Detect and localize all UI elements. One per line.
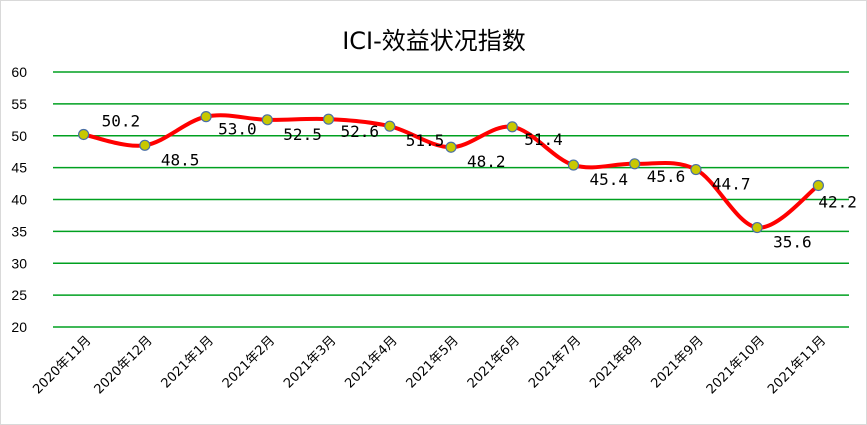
gridlines [53,71,849,328]
y-tick-label: 20 [11,319,27,335]
x-tick-label: 2021年11月 [765,333,829,397]
data-labels: 50.2 48.5 53.0 52.5 52.6 51.5 48.2 51.4 45.4 45.6… [102,111,857,251]
x-tick-label: 2021年2月 [220,333,278,391]
x-tick-label: 2021年7月 [526,333,584,391]
data-point [690,163,702,176]
y-tick-label: 30 [11,255,27,271]
data-point [78,128,90,141]
y-tick-label: 55 [11,96,27,112]
series-markers [78,111,824,234]
y-tick-label: 45 [11,160,27,176]
chart-title: ICI-效益状况指数 [342,27,526,55]
data-label: 42.2 [818,192,857,211]
x-tick-label: 2020年11月 [30,333,94,397]
y-tick-label: 50 [11,128,27,144]
data-label: 51.5 [406,131,445,150]
data-point [629,158,641,170]
x-tick-label: 2021年8月 [587,333,645,391]
data-label: 52.6 [341,122,380,141]
y-axis-ticks: 20 25 30 35 40 45 50 55 60 [11,64,27,335]
series-line [81,113,821,230]
data-point [261,114,273,126]
x-tick-label: 2021年5月 [404,333,462,391]
x-tick-label: 2021年4月 [342,333,400,391]
y-tick-label: 35 [11,223,27,239]
data-point [812,179,824,192]
x-tick-label: 2021年1月 [159,333,217,391]
data-label: 50.2 [102,111,141,130]
data-label: 45.6 [647,167,686,186]
x-tick-label: 2021年9月 [649,333,707,391]
data-label: 44.7 [712,175,751,194]
data-point [506,121,518,133]
data-point [322,113,335,125]
data-point [445,141,457,153]
y-tick-label: 40 [11,192,27,208]
data-label: 48.5 [161,150,200,169]
data-point [751,221,763,234]
data-point [567,159,580,171]
data-label: 48.2 [467,152,506,171]
x-tick-label: 2021年10月 [704,333,768,397]
data-label: 53.0 [218,120,257,139]
x-tick-label: 2021年3月 [281,333,339,391]
x-tick-label: 2020年12月 [92,333,156,397]
x-tick-label: 2021年6月 [465,333,523,391]
data-label: 35.6 [773,233,812,252]
y-tick-label: 25 [11,287,27,303]
data-point [200,111,212,123]
data-label: 52.5 [283,125,322,144]
data-point [139,139,151,151]
data-label: 45.4 [589,170,628,189]
y-tick-label: 60 [11,64,27,80]
data-point [384,120,396,132]
data-label: 51.4 [524,130,563,149]
